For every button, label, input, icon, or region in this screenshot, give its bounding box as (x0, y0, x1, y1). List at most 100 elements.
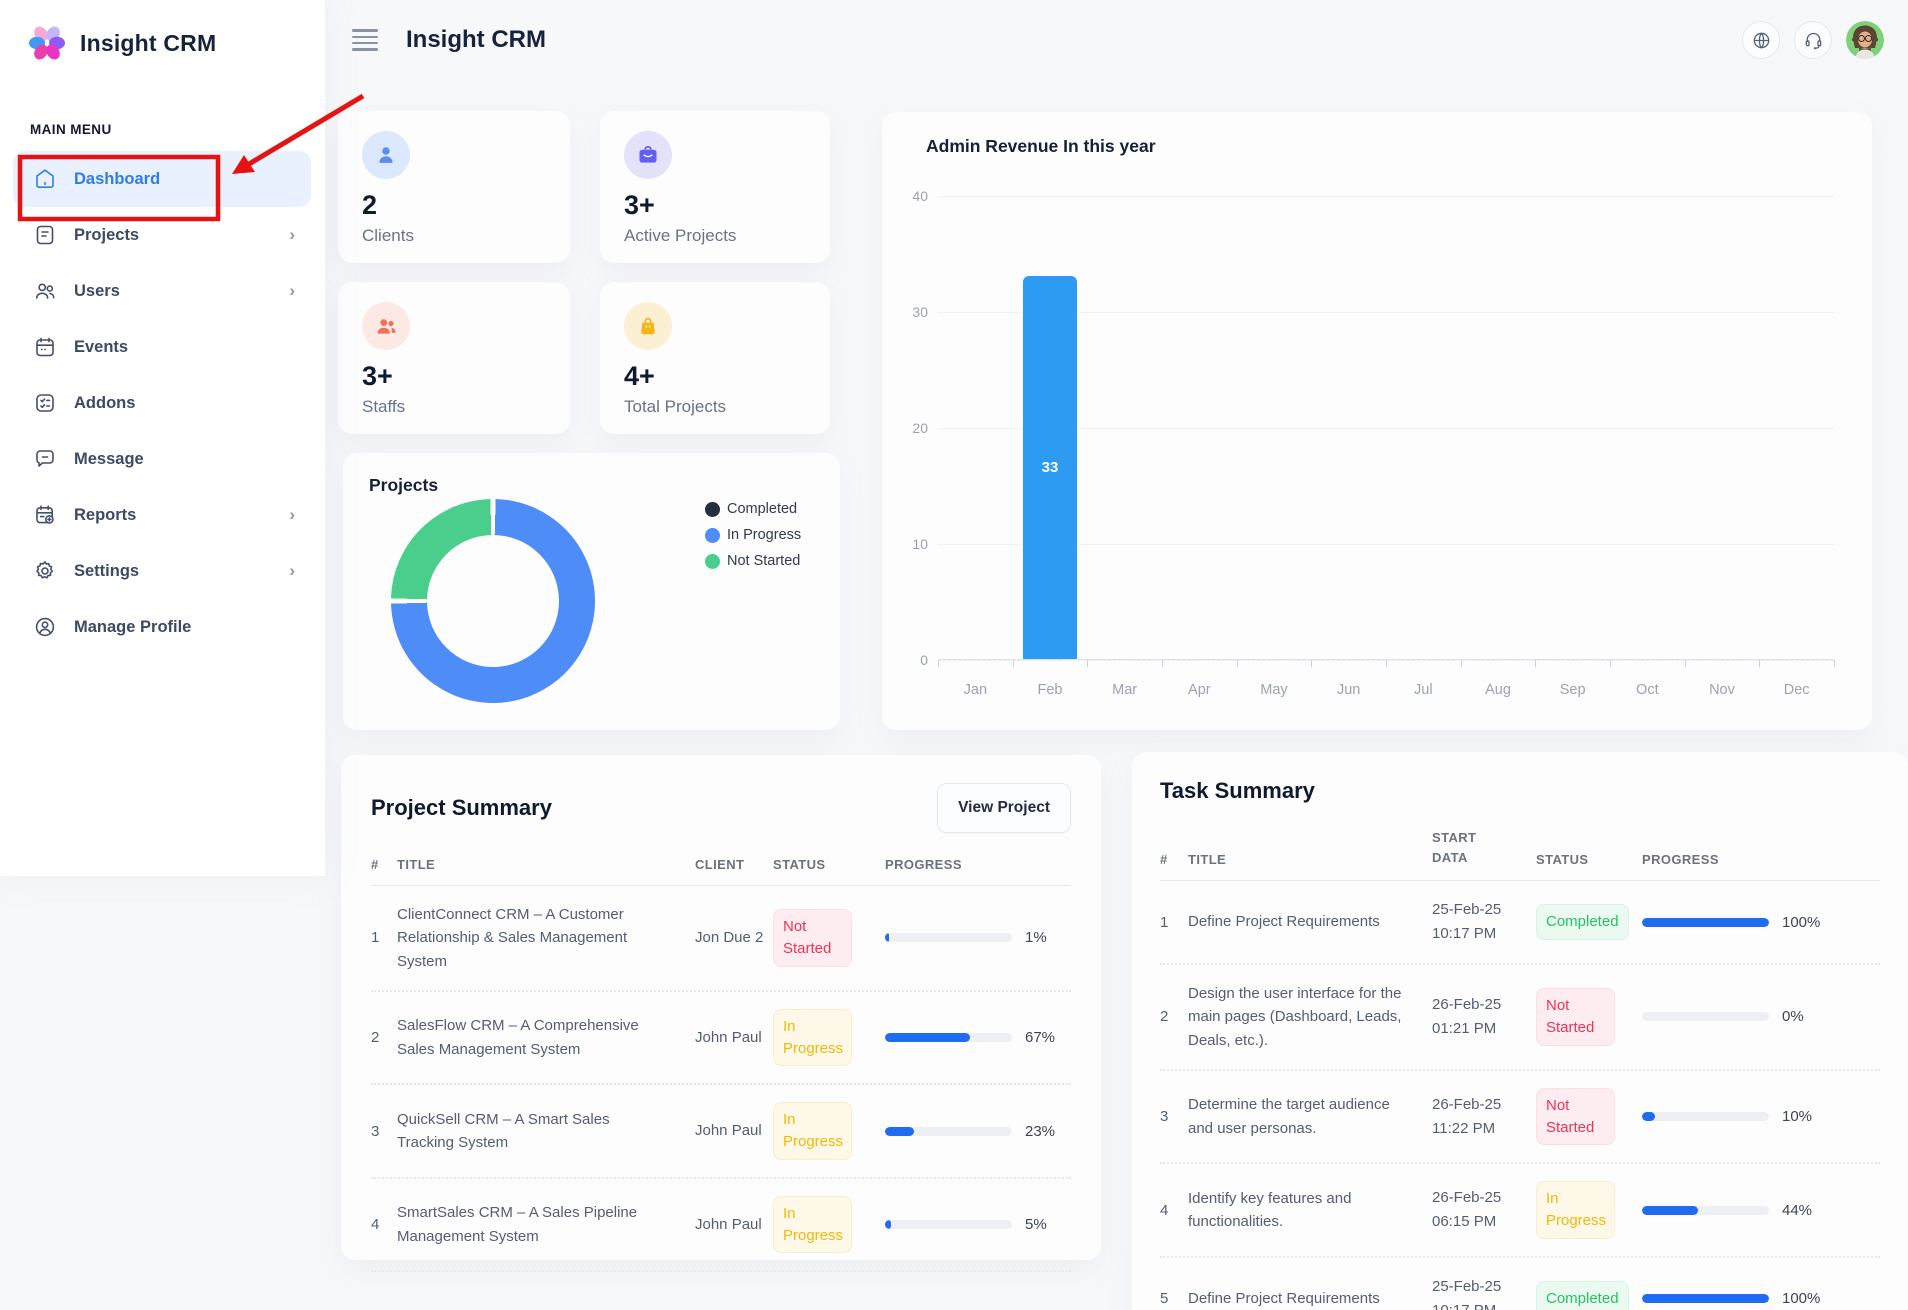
gridline (938, 428, 1834, 429)
sidebar-item-dashboard[interactable]: Dashboard (13, 151, 311, 207)
support-headset-icon[interactable] (1794, 21, 1832, 59)
menu-section-label: MAIN MENU (30, 122, 112, 137)
gridline (938, 544, 1834, 545)
revenue-bar-chart: 40 30 20 10 0 Jan Feb 33 Mar Apr May Jun Jul Aug Sep Oc… (912, 188, 1835, 698)
top-header: Insight CRM (325, 0, 1908, 80)
status-cell: In Progress (773, 1195, 885, 1254)
x-axis-label: Dec (1783, 682, 1810, 698)
table-row: 4 Identify key features and functionaliti… (1160, 1164, 1880, 1258)
project-summary-card: Project Summary View Project # TITLE CLIEN… (341, 755, 1101, 1273)
checklist-icon (33, 391, 57, 415)
sidebar-item-label: Addons (74, 393, 136, 412)
sidebar-item-message[interactable]: Message (13, 431, 311, 487)
stat-value: 3+ (362, 361, 393, 391)
status-cell: In Progress (1536, 1181, 1642, 1239)
status-cell: Completed (1536, 904, 1642, 940)
sidebar-item-label: Reports (74, 505, 137, 524)
stat-label: Total Projects (624, 397, 727, 416)
table-row: 1 ClientConnect CRM – A Customer Relation… (371, 886, 1071, 992)
chevron-right-icon: › (289, 281, 295, 300)
start-date: 26-Feb-25 11:22 PM (1432, 1095, 1502, 1137)
home-icon (33, 167, 57, 191)
status-badge: Completed (1536, 1280, 1629, 1310)
table-row: 5 Define Project Requirements 25-Feb-2510:… (1160, 1258, 1880, 1310)
table-row: 4 SmartSales CRM – A Sales Pipeline Manag… (371, 1179, 1071, 1273)
bar-feb: 33 (1023, 276, 1077, 659)
progress-bar (1642, 917, 1769, 927)
progress-value: 5% (1025, 1216, 1047, 1233)
sidebar-item-users[interactable]: Users › (13, 263, 311, 319)
status-badge: In Progress (773, 1008, 852, 1067)
status-cell: In Progress (773, 1102, 885, 1160)
y-axis-tick-label: 0 (920, 652, 928, 668)
sidebar-item-label: Events (74, 337, 129, 356)
x-axis-tick (1610, 660, 1611, 667)
stat-label: Staffs (362, 397, 406, 416)
column-header: PROGRESS (885, 857, 962, 872)
progress-value: 23% (1025, 1122, 1056, 1140)
column-header: # (371, 857, 379, 872)
progress-cell: 10% (1642, 1108, 1880, 1125)
hamburger-menu-icon[interactable] (352, 29, 378, 51)
y-axis-tick-label: 20 (912, 420, 928, 436)
client-name: John Paul (695, 1122, 762, 1139)
status-badge: Not Started (773, 909, 852, 967)
bag-icon (624, 302, 672, 350)
chart-legend: Completed In Progress Not Started (705, 501, 801, 569)
sidebar-item-reports[interactable]: Reports › (13, 487, 311, 543)
progress-value: 1% (1025, 929, 1047, 947)
stat-label: Clients (362, 226, 414, 245)
y-axis-tick-label: 30 (912, 304, 928, 320)
sidebar-menu: Dashboard Projects › Users › Events Addons Mess… (0, 151, 325, 655)
status-badge: Not Started (1536, 988, 1615, 1046)
status-cell: Not Started (1536, 988, 1642, 1046)
x-axis-tick (1236, 660, 1238, 667)
column-header: # (1160, 852, 1168, 867)
x-axis-label: Oct (1636, 682, 1659, 698)
sidebar-item-addons[interactable]: Addons (13, 375, 311, 431)
sidebar-item-manage-profile[interactable]: Manage Profile (13, 599, 311, 655)
x-axis-tick (1311, 660, 1313, 667)
briefcase-icon (624, 131, 672, 179)
row-number: 1 (1160, 913, 1169, 931)
progress-cell: 1% (885, 929, 1071, 946)
progress-bar (1642, 1205, 1769, 1215)
view-project-button[interactable]: View Project (937, 783, 1071, 833)
report-icon (33, 503, 57, 527)
sidebar-item-projects[interactable]: Projects › (13, 207, 311, 263)
sidebar-item-events[interactable]: Events (13, 319, 311, 375)
stat-card-staffs: 3+ Staffs (338, 282, 570, 434)
progress-cell: 0% (1642, 1008, 1880, 1025)
sidebar-item-label: Users (74, 281, 120, 300)
user-avatar[interactable] (1846, 21, 1884, 59)
task-summary-title: Task Summary (1160, 778, 1315, 803)
progress-value: 44% (1782, 1201, 1813, 1219)
progress-value: 100% (1782, 913, 1821, 931)
stat-card-active-projects: 3+ Active Projects (600, 111, 830, 263)
progress-bar (885, 933, 1012, 943)
legend-label: Not Started (727, 553, 801, 569)
x-axis-label: Apr (1188, 682, 1211, 698)
legend-item-in-progress: In Progress (705, 527, 801, 543)
row-title: Design the user interface for the main p… (1188, 985, 1402, 1049)
calendar-icon (33, 335, 57, 359)
column-header: STATUS (773, 857, 826, 872)
table-row: 3 QuickSell CRM – A Smart Sales Tracking … (371, 1085, 1071, 1179)
stat-card-total-projects: 4+ Total Projects (600, 282, 830, 434)
projects-chart-card: Projects Completed In Progress Not Started (343, 453, 840, 730)
task-summary-table: # TITLE START DATA STATUS PROGRESS 1 Define Pr… (1160, 828, 1880, 1310)
sidebar-item-settings[interactable]: Settings › (13, 543, 311, 599)
progress-cell: 5% (885, 1216, 1071, 1233)
stat-card-clients: 2 Clients (338, 111, 570, 263)
legend-label: In Progress (727, 527, 802, 543)
row-number: 1 (371, 929, 380, 947)
row-number: 3 (371, 1122, 380, 1140)
status-badge: Not Started (1536, 1087, 1615, 1146)
x-axis-tick (1460, 660, 1462, 667)
row-title: Define Project Requirements (1188, 1290, 1380, 1308)
progress-cell: 67% (885, 1029, 1071, 1046)
progress-bar (1642, 1012, 1769, 1022)
globe-icon[interactable] (1742, 21, 1780, 59)
table-row: 3 Determine the target audience and user … (1160, 1071, 1880, 1165)
